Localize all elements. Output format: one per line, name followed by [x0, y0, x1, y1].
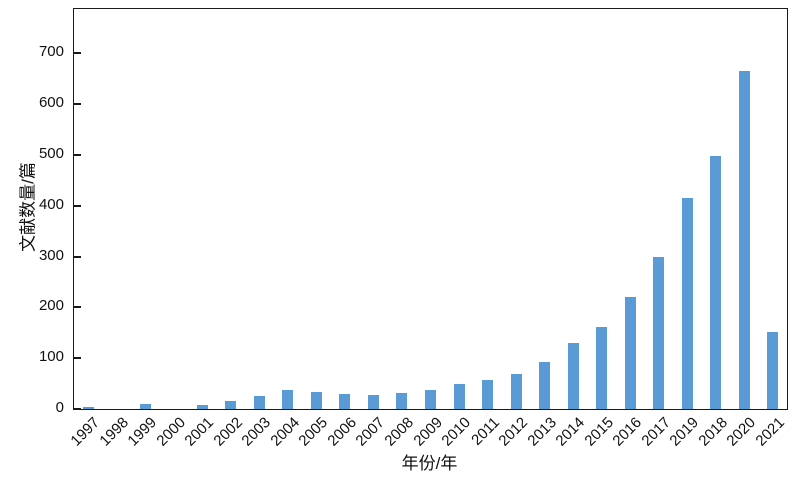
- bar-2010: [453, 383, 465, 409]
- x-tick-label-2000: 2000: [153, 414, 189, 450]
- y-axis-title: 文献数量/篇: [18, 162, 38, 252]
- x-tick-label-2015: 2015: [581, 414, 617, 450]
- y-tick-mark-500: [74, 153, 81, 156]
- bar-2008: [396, 393, 408, 409]
- bar-2011: [482, 380, 494, 409]
- bar-2019: [681, 198, 693, 409]
- x-tick-label-2020: 2020: [723, 414, 760, 450]
- y-tick-label-700: 700: [38, 43, 64, 61]
- y-tick-mark-100: [74, 357, 81, 360]
- bar-2018: [710, 155, 722, 409]
- bar-2015: [596, 326, 608, 409]
- x-tick-label-2016: 2016: [609, 414, 646, 450]
- bar-2006: [339, 394, 351, 409]
- bar-2017: [653, 256, 665, 409]
- x-tick-label-2008: 2008: [381, 414, 417, 450]
- bar-2001: [196, 404, 208, 409]
- y-tick-mark-0: [74, 408, 81, 410]
- y-tick-mark-600: [74, 103, 81, 106]
- x-tick-label-2001: 2001: [181, 414, 218, 450]
- bar-1997: [82, 407, 94, 409]
- y-tick-label-600: 600: [38, 94, 64, 112]
- x-tick-label-2006: 2006: [324, 414, 360, 450]
- bar-2014: [567, 342, 579, 409]
- x-tick-label-2003: 2003: [238, 414, 275, 450]
- x-tick-label-2002: 2002: [210, 414, 246, 450]
- bar-1999: [139, 404, 151, 409]
- plot-area: [73, 8, 788, 410]
- y-tick-mark-700: [74, 52, 81, 55]
- x-tick-label-2005: 2005: [295, 414, 332, 450]
- x-tick-label-2009: 2009: [409, 414, 446, 450]
- x-tick-label-1998: 1998: [96, 414, 132, 450]
- y-tick-mark-400: [74, 204, 81, 207]
- bar-2007: [367, 395, 379, 409]
- bar-2004: [282, 390, 294, 409]
- y-tick-label-400: 400: [38, 195, 64, 213]
- x-axis-title: 年份/年: [401, 454, 458, 473]
- x-tick-label-2007: 2007: [352, 414, 389, 450]
- bar-2009: [425, 389, 436, 409]
- bar-2013: [539, 362, 551, 409]
- x-tick-label-2018: 2018: [695, 414, 731, 450]
- y-tick-label-500: 500: [38, 144, 64, 162]
- y-tick-label-200: 200: [38, 297, 64, 315]
- y-tick-mark-300: [74, 255, 81, 258]
- x-tick-label-2011: 2011: [467, 414, 503, 449]
- x-tick-label-1997: 1997: [67, 414, 104, 450]
- bar-2012: [510, 374, 522, 409]
- y-tick-label-100: 100: [38, 348, 64, 366]
- y-tick-label-0: 0: [55, 399, 64, 416]
- x-tick-label-2004: 2004: [267, 414, 303, 450]
- x-tick-label-2010: 2010: [438, 414, 475, 450]
- x-tick-label-2014: 2014: [552, 414, 589, 450]
- x-tick-label-2017: 2017: [638, 414, 674, 450]
- bar-2002: [225, 400, 237, 409]
- bar-2003: [253, 396, 265, 409]
- bar-2005: [310, 391, 322, 409]
- x-tick-label-2021: 2021: [752, 414, 788, 450]
- bar-2021: [767, 331, 779, 409]
- bar-2016: [624, 296, 636, 409]
- y-tick-mark-200: [74, 306, 81, 309]
- x-tick-label-2013: 2013: [523, 414, 560, 450]
- y-tick-label-300: 300: [38, 246, 64, 264]
- x-tick-label-2012: 2012: [495, 414, 532, 450]
- x-tick-label-2019: 2019: [666, 414, 703, 450]
- bar-2020: [738, 71, 750, 409]
- x-tick-label-1999: 1999: [124, 414, 161, 450]
